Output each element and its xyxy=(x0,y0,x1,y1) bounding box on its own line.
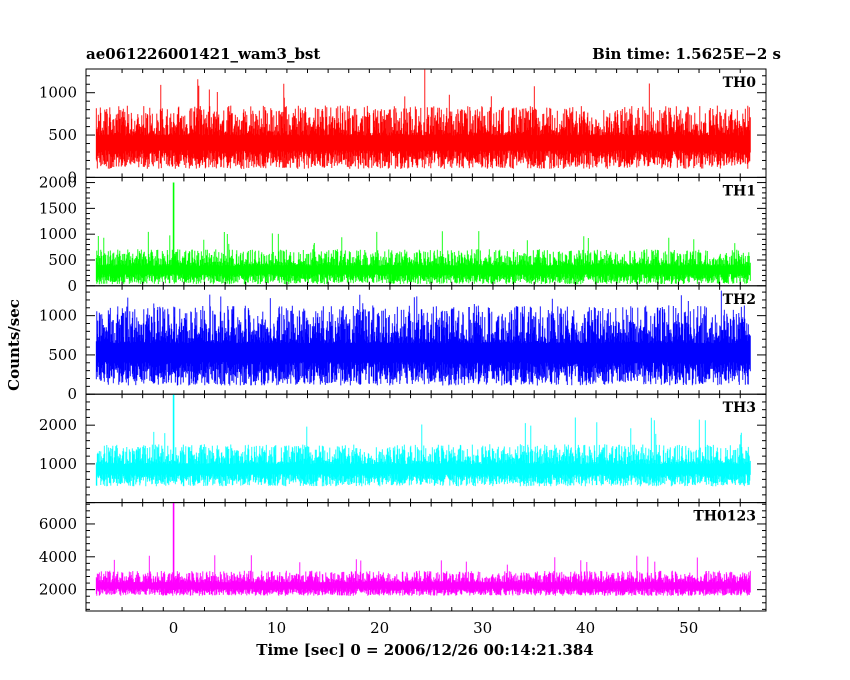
panel-th0: 0 500 1000 TH0 xyxy=(39,68,767,186)
y-tick-label: 1500 xyxy=(39,199,77,217)
panel-label: TH1 xyxy=(723,183,756,199)
x-tick-label: 40 xyxy=(576,619,595,637)
panel-th0123: 2000 4000 6000 TH0123 xyxy=(39,502,767,612)
light-curve-th1 xyxy=(95,231,751,285)
panel-label: TH2 xyxy=(723,292,756,308)
panel-label: TH0123 xyxy=(693,509,756,525)
y-tick-label: 0 xyxy=(67,385,77,403)
panel-th2: 0 500 1000 TH2 xyxy=(39,285,767,403)
y-tick-label: 2000 xyxy=(39,416,77,434)
y-tick-label: 500 xyxy=(48,126,77,144)
y-tick-label: 0 xyxy=(67,277,77,295)
panel-th1: 0 500 1000 1500 2000 TH1 xyxy=(39,174,767,295)
panel-th3: 1000 2000 TH3 xyxy=(39,393,767,504)
y-tick-label: 4000 xyxy=(39,548,77,566)
x-tick-label: 0 xyxy=(169,619,179,637)
x-axis-label: Time [sec] 0 = 2006/12/26 00:14:21.384 xyxy=(256,641,593,659)
x-tick-label: 30 xyxy=(473,619,492,637)
light-curve-th0 xyxy=(95,69,751,169)
x-tick-label: 10 xyxy=(267,619,286,637)
x-tick-label: 20 xyxy=(370,619,389,637)
light-curve-th2 xyxy=(95,290,751,386)
y-tick-label: 6000 xyxy=(39,515,77,533)
x-tick-label: 50 xyxy=(679,619,698,637)
light-curve-th3 xyxy=(95,417,751,487)
y-tick-label: 1000 xyxy=(39,307,77,325)
panel-label: TH3 xyxy=(723,400,756,416)
y-axis-label: Counts/sec xyxy=(5,299,23,391)
y-tick-label: 1000 xyxy=(39,84,77,102)
plot-title: ae061226001421_wam3_bst xyxy=(86,45,320,63)
panel-label: TH0 xyxy=(723,75,757,91)
y-tick-label: 500 xyxy=(48,346,77,364)
y-tick-label: 1000 xyxy=(39,455,77,473)
bin-time-label: Bin time: 1.5625E−2 s xyxy=(592,45,781,63)
y-tick-label: 2000 xyxy=(39,581,77,599)
y-tick-label: 1000 xyxy=(39,225,77,243)
light-curve-th0123 xyxy=(95,555,751,596)
y-tick-label: 500 xyxy=(48,251,77,269)
y-tick-label: 0 xyxy=(67,168,77,186)
y-tick-label: 2000 xyxy=(39,174,77,192)
